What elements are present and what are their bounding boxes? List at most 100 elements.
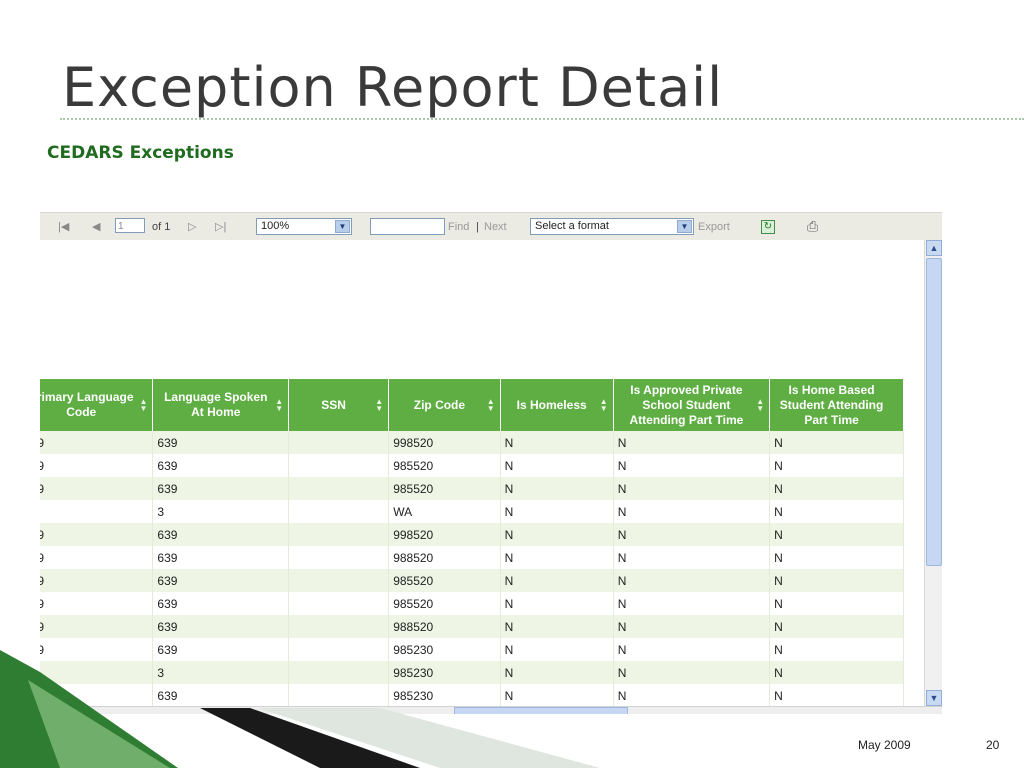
table-cell: N: [500, 638, 614, 661]
table-cell: N: [500, 592, 614, 615]
table-cell: 639: [152, 569, 290, 592]
table-cell: N: [769, 500, 904, 523]
table-cell: N: [769, 569, 904, 592]
table-cell: 639: [40, 431, 154, 454]
table-cell: N: [769, 638, 904, 661]
table-cell: N: [769, 523, 904, 546]
column-header-label: SSN: [321, 397, 346, 412]
column-header-label: Primary Language Code: [40, 390, 134, 419]
table-cell: 988520: [388, 615, 501, 638]
sort-icon[interactable]: ▲ ▼: [486, 397, 495, 413]
table-cell: N: [613, 431, 771, 454]
export-link[interactable]: Export: [698, 221, 730, 233]
table-cell: [288, 569, 390, 592]
table-cell: N: [500, 477, 614, 500]
table-cell: 639: [40, 684, 154, 706]
zoom-value: 100%: [261, 220, 290, 232]
sort-icon[interactable]: ▲ ▼: [375, 397, 384, 413]
report-viewport: Primary Language Code ▲▼ Language Spoken …: [40, 240, 924, 706]
table-cell: 998520: [388, 523, 501, 546]
table-cell: N: [613, 454, 771, 477]
table-row: 639639988520NNN: [40, 546, 904, 569]
table-row: 639639985230NNN: [40, 684, 904, 706]
table-row: 639639985520NNN: [40, 592, 904, 615]
table-cell: N: [500, 546, 614, 569]
report-title: CEDARS Exceptions: [47, 143, 234, 163]
column-header-label: Language Spoken At Home: [164, 390, 268, 419]
column-header[interactable]: Is Approved Private School Student Atten…: [613, 379, 771, 431]
column-header[interactable]: Zip Code ▲ ▼: [388, 379, 501, 431]
table-cell: N: [613, 523, 771, 546]
scroll-up-icon[interactable]: ▲: [926, 240, 942, 256]
vertical-scroll-thumb[interactable]: [926, 258, 942, 566]
sort-icon[interactable]: ▲ ▼: [139, 397, 148, 413]
table-row: 639639998520NNN: [40, 523, 904, 546]
table-cell: 639: [152, 454, 290, 477]
table-cell: N: [769, 592, 904, 615]
horizontal-scrollbar[interactable]: [40, 706, 942, 714]
find-link[interactable]: Find: [448, 221, 470, 233]
table-cell: N: [769, 546, 904, 569]
table-row: 639639985230NNN: [40, 638, 904, 661]
find-next-link[interactable]: Next: [484, 221, 507, 233]
column-header[interactable]: Primary Language Code ▲▼: [40, 379, 154, 431]
table-row: 3 985230 N N N: [40, 661, 904, 684]
table-cell: [288, 523, 390, 546]
column-header[interactable]: Language Spoken At Home ▲ ▼: [152, 379, 290, 431]
find-separator: |: [476, 221, 479, 233]
page-count-label: of 1: [152, 221, 171, 233]
table-cell: N: [613, 661, 771, 684]
table-cell: [288, 477, 390, 500]
table-cell: 639: [152, 638, 290, 661]
table-cell: 998520: [388, 431, 501, 454]
table-cell: [40, 661, 154, 684]
table-cell: 639: [152, 684, 290, 706]
table-cell: N: [500, 684, 614, 706]
column-header[interactable]: SSN ▲ ▼: [288, 379, 390, 431]
table-cell: N: [769, 684, 904, 706]
find-input[interactable]: [370, 218, 445, 235]
sort-icon[interactable]: ▲ ▼: [275, 397, 284, 413]
column-header-label: Zip Code: [413, 397, 466, 412]
table-cell: [288, 684, 390, 706]
report-toolbar: |◀ ◀ 1 of 1 ▷ ▷| 100% ▼ Find | Next Sele…: [40, 212, 942, 241]
next-page-icon[interactable]: ▷: [188, 221, 197, 233]
column-header[interactable]: Is Home Based Student Attending Part Tim…: [769, 379, 904, 431]
table-cell: 3: [152, 661, 290, 684]
table-row: 639639998520NNN: [40, 431, 904, 454]
table-cell: N: [769, 615, 904, 638]
table-cell: N: [500, 431, 614, 454]
column-header-label: Is Home Based Student Attending Part Tim…: [779, 382, 884, 427]
sort-icon[interactable]: ▲ ▼: [756, 397, 765, 413]
chevron-down-icon: ▼: [677, 220, 692, 233]
table-row: 639639985520NNN: [40, 454, 904, 477]
table-cell: N: [613, 592, 771, 615]
table-cell: N: [613, 615, 771, 638]
vertical-scrollbar[interactable]: ▲ ▼: [924, 240, 942, 706]
scroll-down-icon[interactable]: ▼: [926, 690, 942, 706]
table-cell: WA: [388, 500, 501, 523]
table-cell: N: [500, 500, 614, 523]
refresh-icon[interactable]: ↻: [761, 220, 775, 234]
horizontal-scroll-thumb[interactable]: [454, 707, 628, 714]
prev-page-icon[interactable]: ◀: [92, 221, 101, 233]
table-cell: 985230: [388, 661, 501, 684]
column-header-label: Is Approved Private School Student Atten…: [629, 382, 744, 427]
footer-date: May 2009: [858, 738, 911, 752]
page-number-input[interactable]: 1: [115, 218, 145, 233]
table-cell: 639: [40, 454, 154, 477]
table-cell: [288, 638, 390, 661]
sort-icon[interactable]: ▲ ▼: [599, 397, 608, 413]
zoom-select[interactable]: 100% ▼: [256, 218, 352, 235]
export-format-select[interactable]: Select a format ▼: [530, 218, 694, 235]
table-cell: 639: [152, 477, 290, 500]
column-header[interactable]: Is Homeless ▲ ▼: [500, 379, 614, 431]
table-cell: 639: [40, 569, 154, 592]
chevron-down-icon: ▼: [335, 220, 350, 233]
table-cell: N: [613, 638, 771, 661]
first-page-icon[interactable]: |◀: [58, 221, 70, 233]
print-icon[interactable]: ⎙: [807, 218, 819, 234]
last-page-icon[interactable]: ▷|: [215, 221, 227, 233]
table-cell: 985520: [388, 592, 501, 615]
table-cell: 639: [40, 615, 154, 638]
